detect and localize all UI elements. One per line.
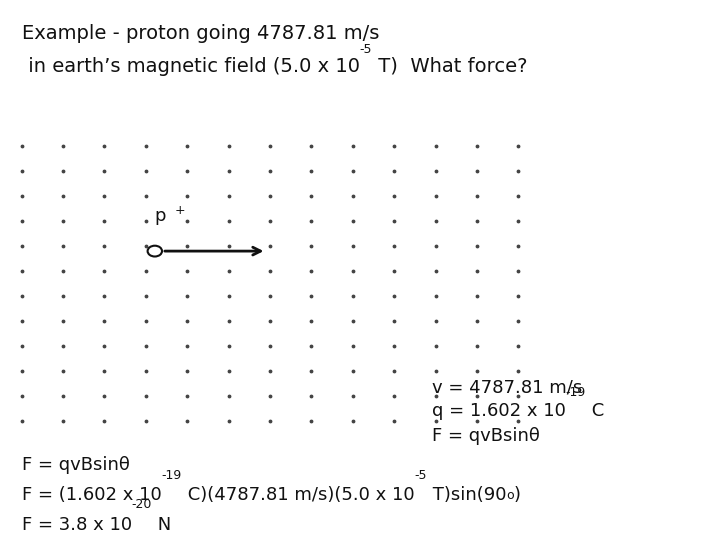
Text: +: +	[175, 204, 186, 217]
Text: q = 1.602 x 10: q = 1.602 x 10	[432, 402, 566, 420]
Text: F = qvBsinθ: F = qvBsinθ	[22, 456, 130, 474]
Text: C: C	[586, 402, 604, 420]
Text: T)sin(90: T)sin(90	[427, 486, 506, 504]
Text: -19: -19	[161, 469, 181, 482]
Text: o: o	[506, 489, 514, 502]
Text: p: p	[155, 207, 166, 225]
Text: in earth’s magnetic field (5.0 x 10: in earth’s magnetic field (5.0 x 10	[22, 57, 359, 76]
Text: -20: -20	[132, 498, 152, 511]
Text: v = 4787.81 m/s: v = 4787.81 m/s	[432, 378, 582, 396]
Text: F = (1.602 x 10: F = (1.602 x 10	[22, 486, 161, 504]
Text: -5: -5	[414, 469, 427, 482]
Text: ): )	[514, 486, 521, 504]
Text: C)(4787.81 m/s)(5.0 x 10: C)(4787.81 m/s)(5.0 x 10	[181, 486, 414, 504]
Text: N: N	[152, 516, 171, 534]
Text: -5: -5	[359, 43, 372, 56]
Text: -19: -19	[566, 386, 586, 399]
Text: F = qvBsinθ: F = qvBsinθ	[432, 427, 540, 444]
Text: T)  What force?: T) What force?	[372, 57, 528, 76]
Text: Example - proton going 4787.81 m/s: Example - proton going 4787.81 m/s	[22, 24, 379, 43]
Text: F = 3.8 x 10: F = 3.8 x 10	[22, 516, 132, 534]
